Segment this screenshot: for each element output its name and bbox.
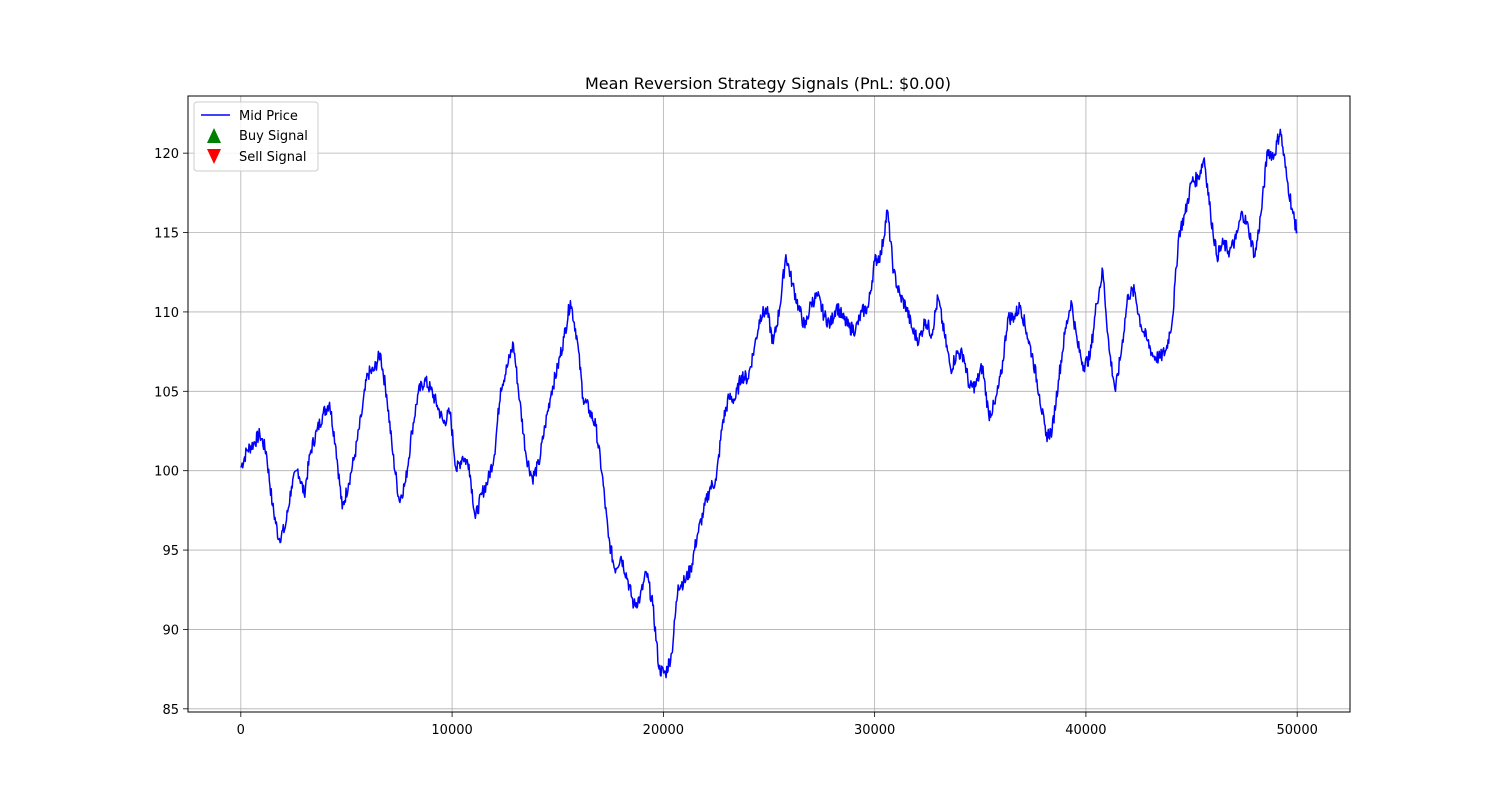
x-tick-label: 50000 xyxy=(1277,723,1318,738)
plot-area xyxy=(240,128,1298,679)
y-tick-label: 120 xyxy=(154,147,179,162)
y-tick-label: 95 xyxy=(162,544,179,559)
legend-sell-marker-icon xyxy=(207,149,221,164)
axes-frame xyxy=(187,95,1351,713)
legend-label-buy-signal: Buy Signal xyxy=(239,129,308,144)
x-tick-label: 40000 xyxy=(1065,723,1106,738)
axis-ticks: 0 10000 20000 30000 40000 50000 85 90 95 100 105 11… xyxy=(154,147,1318,738)
y-tick-label: 85 xyxy=(162,703,179,718)
y-tick-label: 110 xyxy=(154,306,179,321)
x-tick-label: 30000 xyxy=(854,723,895,738)
y-tick-label: 115 xyxy=(154,227,179,242)
legend-buy-marker-icon xyxy=(207,128,221,143)
y-tick-label: 105 xyxy=(154,385,179,400)
legend-label-sell-signal: Sell Signal xyxy=(239,150,307,165)
mid-price-line xyxy=(240,128,1298,679)
legend: Mid Price Buy Signal Sell Signal xyxy=(193,101,319,172)
legend-label-mid-price: Mid Price xyxy=(239,109,298,124)
legend-box xyxy=(193,101,319,172)
grid xyxy=(188,96,1350,712)
y-tick-label: 90 xyxy=(162,623,179,638)
x-tick-label: 20000 xyxy=(643,723,684,738)
y-tick-label: 100 xyxy=(154,465,179,480)
x-tick-label: 10000 xyxy=(431,723,472,738)
chart-title: Mean Reversion Strategy Signals (PnL: $0… xyxy=(585,74,951,93)
x-tick-label: 0 xyxy=(237,723,245,738)
